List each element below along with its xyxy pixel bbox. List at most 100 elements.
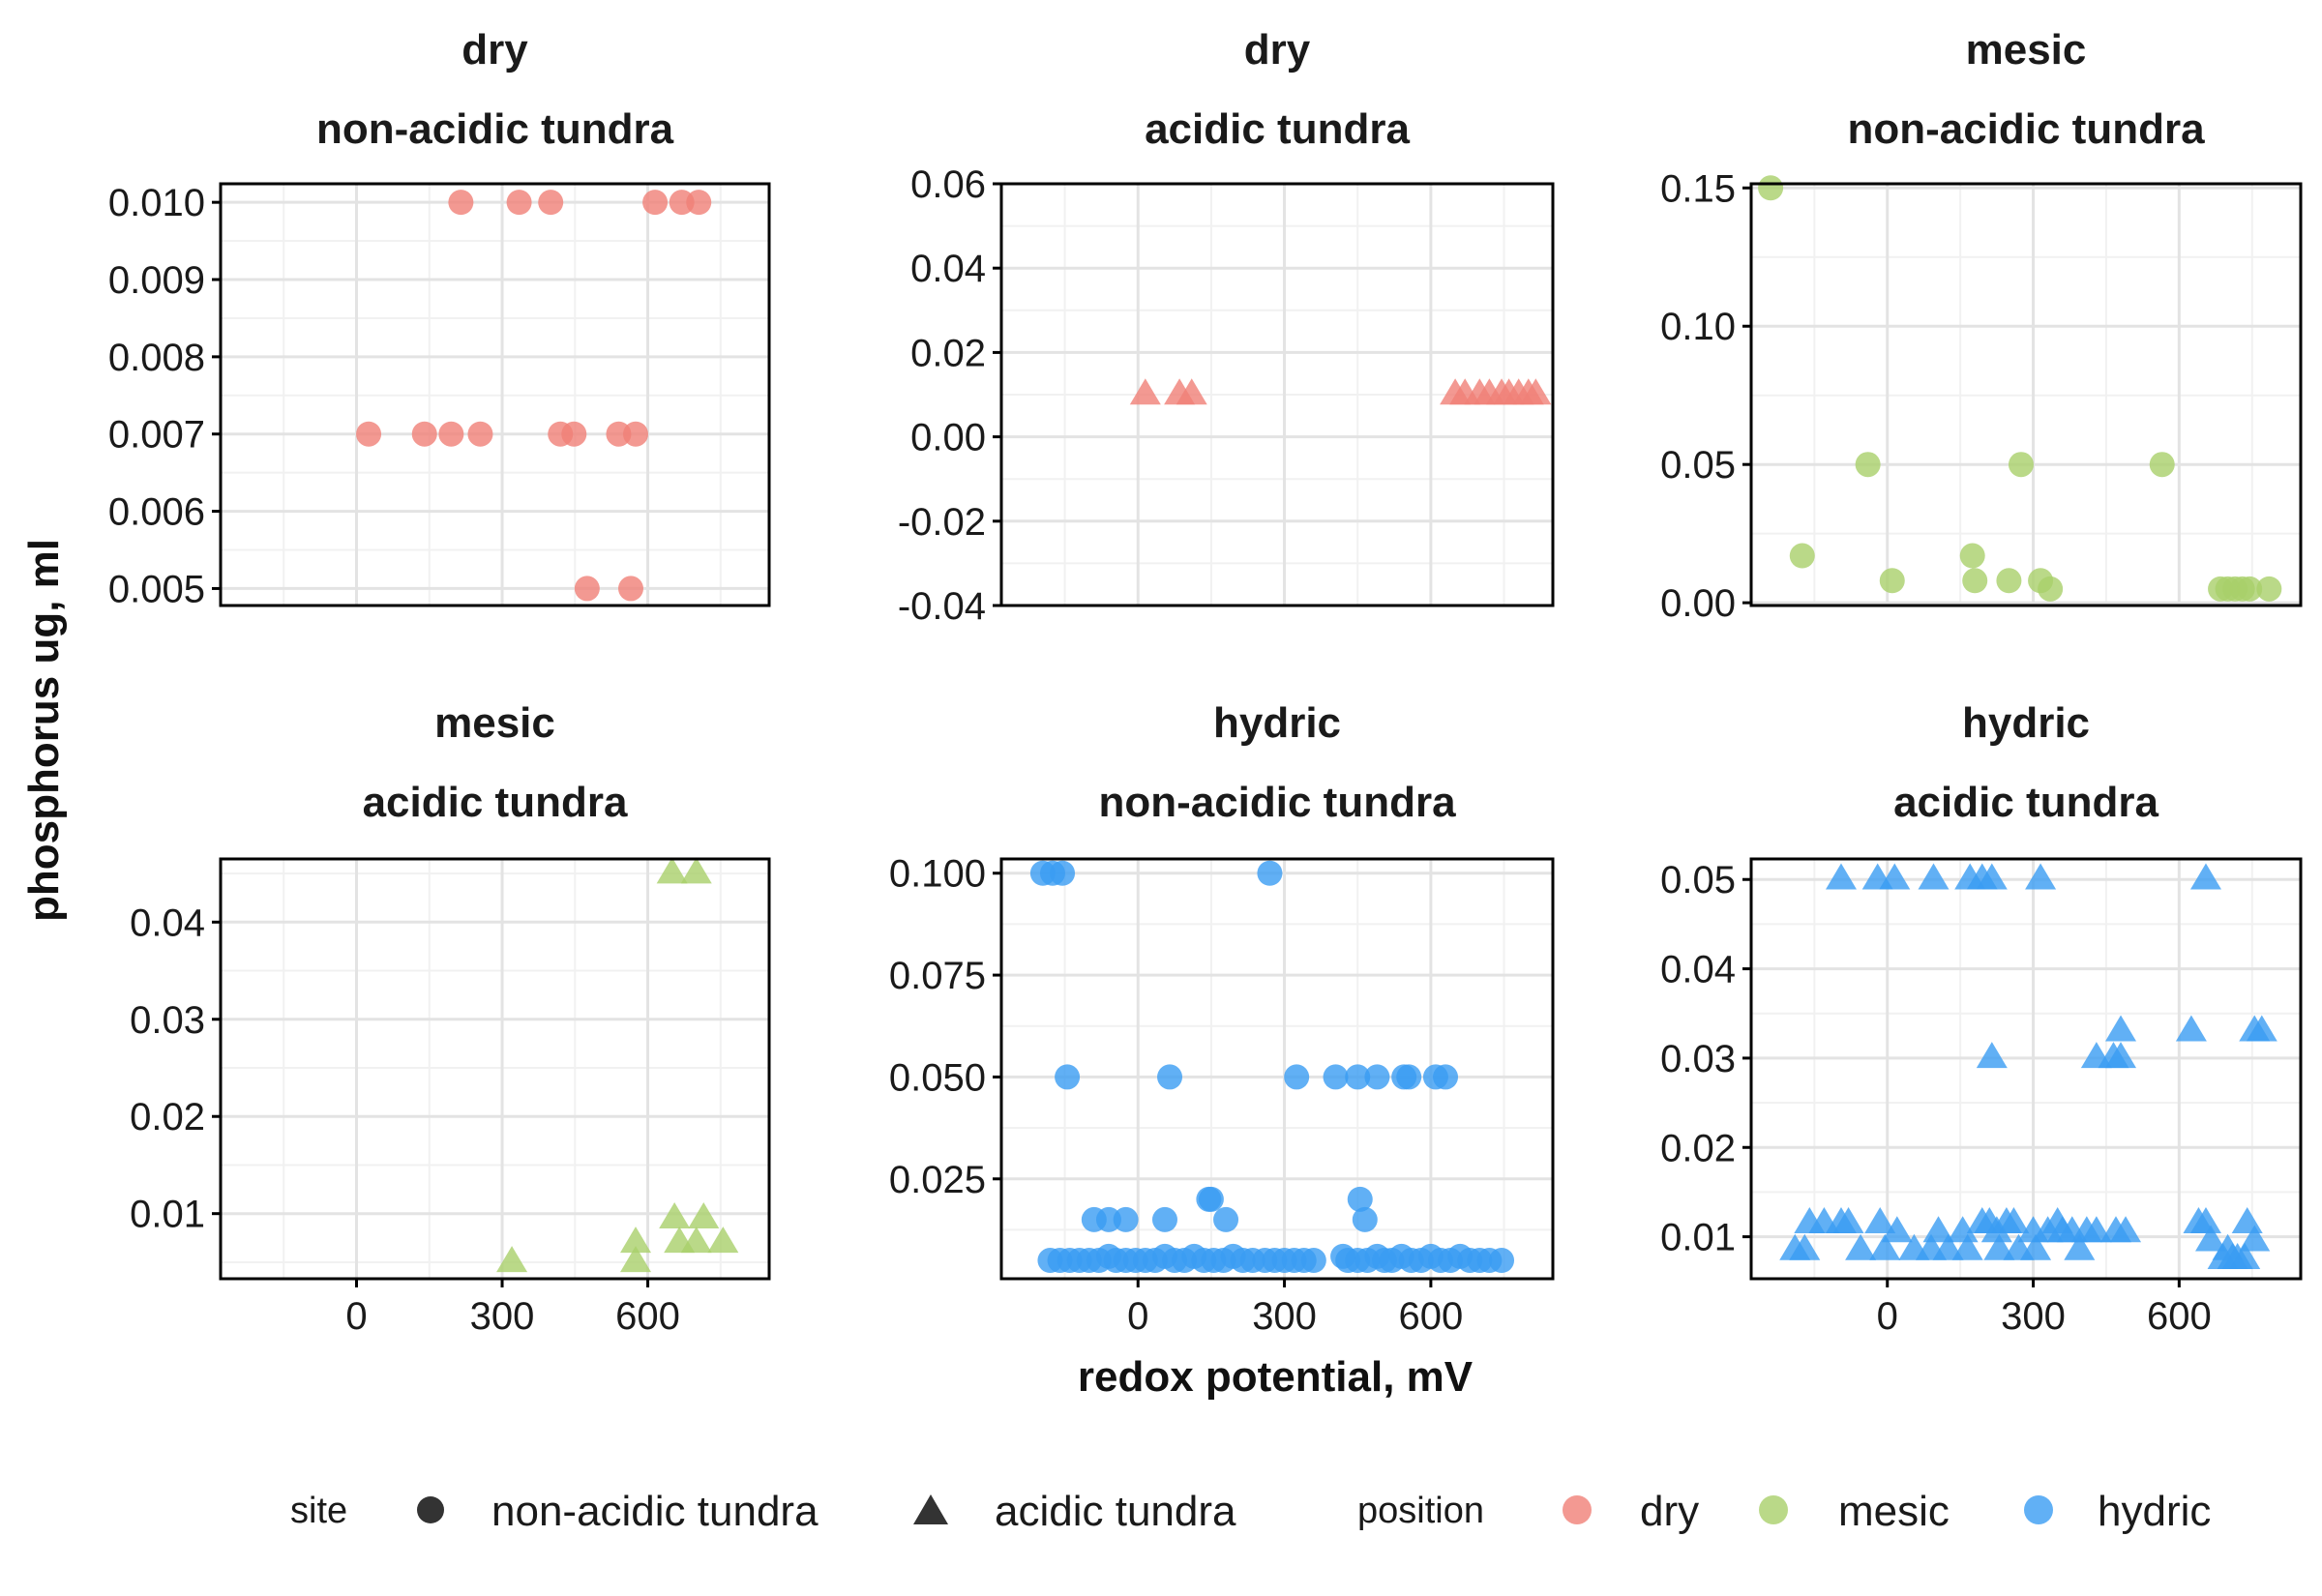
- data-point: [438, 421, 464, 447]
- legend-position-title: position: [1357, 1491, 1484, 1531]
- y-tick-label: 0.075: [889, 955, 986, 997]
- data-point: [1198, 1186, 1224, 1212]
- panel-border: [219, 857, 771, 1281]
- legend: site non-acidic tundra acidic tundra pos…: [290, 1488, 2211, 1535]
- x-tick-label: 0: [1127, 1295, 1148, 1338]
- x-tick-label: 0: [1877, 1295, 1898, 1338]
- y-tick-label: 0.05: [1660, 859, 1736, 901]
- data-point: [1129, 378, 1161, 405]
- data-point: [1855, 452, 1881, 478]
- x-axis-title: redox potential, mV: [1078, 1353, 1474, 1401]
- legend-position-label-dry: dry: [1640, 1488, 1699, 1535]
- facet-strip-position: dry: [461, 26, 528, 74]
- data-point: [2064, 1233, 2096, 1260]
- y-tick-label: 0.02: [130, 1096, 205, 1138]
- data-point: [1879, 863, 1911, 890]
- y-tick-label: 0.06: [910, 163, 986, 206]
- data-point: [707, 1227, 739, 1254]
- facet-panels: dry non-acidic tundra 0.005 0.006 0.007 0.008…: [108, 26, 2303, 1338]
- data-point: [1922, 1216, 1954, 1243]
- data-point: [538, 190, 564, 216]
- data-point: [1257, 860, 1283, 886]
- data-point: [1157, 1064, 1183, 1090]
- facet-strip-site: non-acidic tundra: [1847, 105, 2205, 153]
- legend-site-label-non-acidic: non-acidic tundra: [491, 1488, 819, 1535]
- legend-site-label-acidic: acidic tundra: [995, 1488, 1236, 1535]
- data-point: [1789, 1233, 1821, 1260]
- legend-hydric-swatch-icon: [2024, 1495, 2053, 1524]
- y-tick-label: 0.025: [889, 1159, 986, 1201]
- facet-strip-site: acidic tundra: [1893, 779, 2158, 826]
- y-tick-label: 0.100: [889, 853, 986, 896]
- y-tick-label: 0.00: [1660, 582, 1736, 625]
- data-point: [1932, 1233, 1964, 1260]
- data-point: [448, 190, 474, 216]
- x-tick-label: 600: [2147, 1295, 2212, 1338]
- data-point: [1962, 568, 1988, 594]
- panel-border: [1749, 182, 2303, 607]
- facet-strip-position: hydric: [1962, 699, 2090, 747]
- data-point: [1918, 863, 1950, 890]
- panel-border: [999, 857, 1555, 1281]
- facet-strip-position: mesic: [1966, 26, 2087, 74]
- y-tick-label: 0.04: [130, 901, 205, 944]
- facet-panel: hydric acidic tundra 0.01 0.02 0.03 0.04 0.05 0…: [1660, 699, 2303, 1338]
- data-point: [1520, 378, 1552, 405]
- data-point: [1947, 1216, 1979, 1243]
- data-point: [680, 857, 712, 884]
- data-point: [1881, 1216, 1913, 1243]
- legend-mesic-swatch-icon: [1759, 1495, 1788, 1524]
- y-tick-label: 0.02: [910, 332, 986, 374]
- data-point: [1845, 1233, 1877, 1260]
- data-point: [1352, 1206, 1378, 1232]
- y-tick-label: 0.04: [1660, 949, 1736, 991]
- legend-site-title: site: [290, 1491, 347, 1531]
- data-point: [1879, 568, 1905, 594]
- facet-strip-site: acidic tundra: [363, 779, 628, 826]
- data-point: [1998, 1207, 2030, 1234]
- y-tick-label: 0.03: [130, 999, 205, 1042]
- data-point: [2008, 452, 2034, 478]
- data-point: [2110, 1216, 2142, 1243]
- data-point: [1758, 175, 1784, 201]
- data-point: [1864, 1207, 1896, 1234]
- facet-strip-site: acidic tundra: [1145, 105, 1410, 153]
- data-point: [356, 421, 382, 447]
- y-tick-label: 0.007: [108, 414, 205, 457]
- data-point: [1055, 1064, 1081, 1090]
- data-point: [2229, 1242, 2261, 1269]
- data-point: [686, 190, 712, 216]
- data-point: [1433, 1064, 1459, 1090]
- legend-position-label-mesic: mesic: [1838, 1488, 1950, 1535]
- facet-panel: hydric non-acidic tundra 0.025 0.050 0.075 0.…: [889, 699, 1555, 1338]
- data-point: [574, 576, 600, 602]
- data-point: [688, 1201, 720, 1228]
- data-point: [1825, 863, 1857, 890]
- facet-strip-position: hydric: [1213, 699, 1341, 747]
- data-point: [2149, 452, 2175, 478]
- y-tick-label: 0.050: [889, 1056, 986, 1099]
- data-point: [1213, 1206, 1239, 1232]
- legend-dry-swatch-icon: [1563, 1495, 1592, 1524]
- data-point: [2175, 1015, 2207, 1042]
- y-tick-label: 0.03: [1660, 1038, 1736, 1080]
- data-point: [659, 1201, 691, 1228]
- data-point: [2189, 1207, 2221, 1234]
- data-point: [2246, 1015, 2277, 1042]
- data-point: [623, 421, 649, 447]
- y-tick-label: 0.02: [1660, 1127, 1736, 1169]
- facet-panel: mesic acidic tundra 0.01 0.02 0.03 0.04 0 300 60…: [130, 699, 771, 1338]
- data-point: [2038, 576, 2064, 602]
- data-point: [2020, 1233, 2052, 1260]
- y-tick-label: 0.01: [130, 1194, 205, 1236]
- data-point: [1347, 1186, 1373, 1212]
- data-point: [2105, 1042, 2137, 1069]
- legend-circle-icon: [417, 1496, 444, 1523]
- data-point: [561, 421, 587, 447]
- y-tick-label: 0.15: [1660, 167, 1736, 210]
- data-point: [1489, 1248, 1515, 1274]
- data-point: [2080, 1216, 2112, 1243]
- data-point: [2237, 576, 2263, 602]
- x-tick-label: 300: [2001, 1295, 2066, 1338]
- y-tick-label: 0.006: [108, 491, 205, 534]
